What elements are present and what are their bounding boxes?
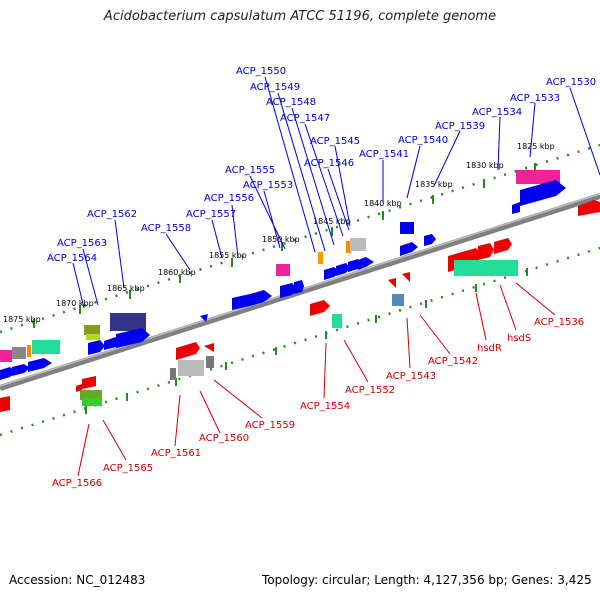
gene-magenta (0, 350, 12, 362)
gene-grey (178, 360, 204, 376)
gene-green (82, 398, 102, 406)
gene-magenta (516, 170, 560, 184)
gene-label: ACP_1559 (245, 420, 295, 431)
kbp-label: 1840 kbp (364, 199, 402, 208)
gene-blue (400, 222, 414, 234)
gene-label: ACP_1546 (304, 158, 354, 169)
gene-label: ACP_1530 (546, 77, 596, 88)
kbp-label: 1860 kbp (158, 268, 196, 277)
kbp-label: 1855 kbp (209, 251, 247, 260)
gene-label: ACP_1550 (236, 66, 286, 77)
gene-label: ACP_1540 (398, 135, 448, 146)
gene-magenta (276, 264, 290, 276)
gene-label: ACP_1541 (359, 149, 409, 160)
gene-blue (28, 358, 52, 372)
gene-red (204, 343, 214, 352)
gene-teal (454, 260, 518, 276)
gene-label: hsdS (507, 333, 531, 344)
bottom-leader-lines (77, 282, 556, 477)
gene-label: ACP_1534 (472, 107, 522, 118)
gene-label: ACP_1545 (310, 136, 360, 147)
gene-blue (512, 202, 520, 214)
gene-label: ACP_1542 (428, 356, 478, 367)
gene-steelblue (392, 294, 404, 306)
gene-red (578, 200, 600, 216)
gene-grey (170, 368, 176, 380)
gene-orange (346, 241, 351, 253)
gene-label: ACP_1554 (300, 401, 350, 412)
gene-label: ACP_1543 (386, 371, 436, 382)
gene-navy (110, 313, 146, 331)
gene-teal (332, 314, 342, 328)
kbp-label: 1865 kbp (107, 284, 145, 293)
kbp-label: 1830 kbp (466, 161, 504, 170)
gene-blue (200, 314, 208, 322)
gene-label: ACP_1549 (250, 82, 300, 93)
gene-blue (336, 263, 350, 276)
gene-blue (250, 290, 272, 306)
gene-blue (358, 257, 374, 270)
gene-blue (400, 242, 418, 256)
gene-olive (84, 325, 100, 335)
gene-orange (318, 252, 323, 264)
gene-blue (294, 280, 304, 294)
kbp-label: 1875 kbp (3, 315, 41, 324)
gene-label: ACP_1539 (435, 121, 485, 132)
gene-label: ACP_1564 (47, 253, 97, 264)
gene-label: ACP_1563 (57, 238, 107, 249)
gene-lime (86, 334, 100, 340)
gene-red (494, 238, 512, 254)
gene-grey (206, 356, 214, 368)
gene-red (388, 278, 396, 288)
gene-label: ACP_1548 (266, 97, 316, 108)
genes-bottom-strand (0, 200, 600, 412)
kbp-label: 1835 kbp (415, 180, 453, 189)
gene-grey (350, 238, 366, 251)
accession-text: Accession: NC_012483 (9, 573, 146, 587)
gene-red (0, 396, 10, 412)
gene-red (402, 272, 410, 282)
gene-label: ACP_1555 (225, 165, 275, 176)
kbp-label: 1825 kbp (517, 142, 555, 151)
gene-blue (116, 328, 150, 348)
gene-label: ACP_1560 (199, 433, 249, 444)
gene-label: ACP_1547 (280, 113, 330, 124)
genes-top-strand (0, 170, 566, 380)
gene-blue (88, 340, 105, 355)
kbp-label: 1870 kbp (56, 299, 94, 308)
gene-label: ACP_1558 (141, 223, 191, 234)
gene-olive (80, 390, 102, 400)
gene-blue (424, 234, 436, 246)
gene-label: ACP_1533 (510, 93, 560, 104)
gene-label: ACP_1536 (534, 317, 584, 328)
gene-grey (12, 347, 26, 359)
gene-red (82, 376, 96, 389)
gene-label: ACP_1556 (204, 193, 254, 204)
gene-blue (520, 180, 566, 206)
gene-red (478, 243, 494, 260)
genome-title: Acidobacterium capsulatum ATCC 51196, co… (103, 9, 497, 24)
gene-label: ACP_1557 (186, 209, 236, 220)
top-gene-labels: ACP_1530 ACP_1533 ACP_1534 ACP_1539 ACP_… (47, 66, 596, 264)
gene-red (310, 300, 330, 316)
top-leader-lines (72, 76, 600, 309)
gene-label: ACP_1562 (87, 209, 137, 220)
gene-teal (32, 340, 60, 354)
gene-label: ACP_1553 (243, 180, 293, 191)
genome-summary-text: Topology: circular; Length: 4,127,356 bp… (262, 573, 592, 587)
gene-label: ACP_1561 (151, 448, 201, 459)
gene-label: ACP_1565 (103, 463, 153, 474)
bottom-gene-labels: ACP_1536 hsdS hsdR ACP_1542 ACP_1543 ACP… (52, 317, 584, 489)
gene-red (176, 342, 200, 360)
gene-blue (12, 364, 30, 376)
gene-label: ACP_1552 (345, 385, 395, 396)
kbp-label: 1845 kbp (313, 217, 351, 226)
gene-orange (27, 345, 31, 357)
gene-label: hsdR (477, 343, 502, 354)
gene-label: ACP_1566 (52, 478, 102, 489)
gene-blue (280, 283, 298, 298)
